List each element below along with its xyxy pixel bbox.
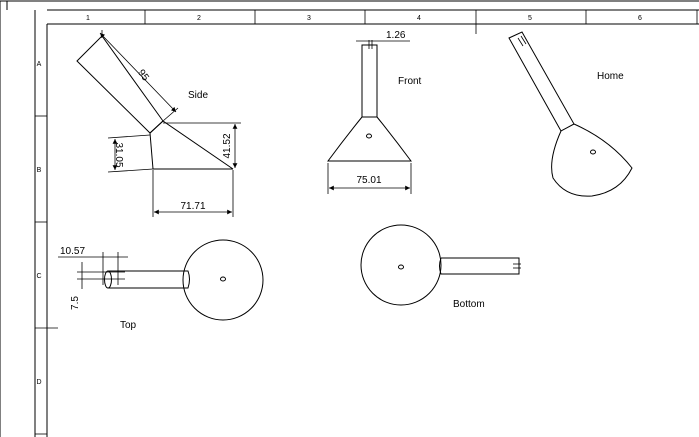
view-label-bottom: Bottom [453, 299, 485, 310]
column-ticks [144, 10, 698, 34]
row-ticks [35, 115, 58, 435]
bottom-view [360, 224, 521, 306]
view-label-top: Top [120, 320, 137, 331]
column-label-5: 5 [528, 15, 532, 22]
front-view [327, 40, 412, 194]
view-label-home: Home [597, 71, 624, 82]
column-label-6: 6 [638, 15, 642, 22]
row-label-c: C [36, 273, 41, 280]
view-label-side: Side [188, 90, 208, 101]
column-label-1: 1 [86, 15, 90, 22]
view-label-front: Front [398, 76, 422, 87]
row-label-d: D [36, 379, 41, 386]
dim-top-handle-diameter: 7.5 [70, 296, 81, 310]
dim-side-length: 95 [135, 68, 151, 84]
dim-side-height-right: 41.52 [222, 133, 233, 158]
column-label-2: 2 [197, 15, 201, 22]
top-view [58, 239, 264, 321]
dim-front-slot: 1.26 [386, 30, 406, 41]
row-label-b: B [37, 167, 42, 174]
row-label-a: A [37, 61, 42, 68]
side-view [76, 30, 241, 217]
column-label-3: 3 [307, 15, 311, 22]
dim-side-height-left: 31.05 [113, 142, 124, 167]
dim-side-base-width: 71.71 [180, 201, 205, 212]
column-label-4: 4 [417, 15, 421, 22]
dim-front-base-width: 75.01 [356, 175, 381, 186]
dim-top-handle-length: 10.57 [60, 246, 85, 257]
home-view [508, 31, 633, 197]
